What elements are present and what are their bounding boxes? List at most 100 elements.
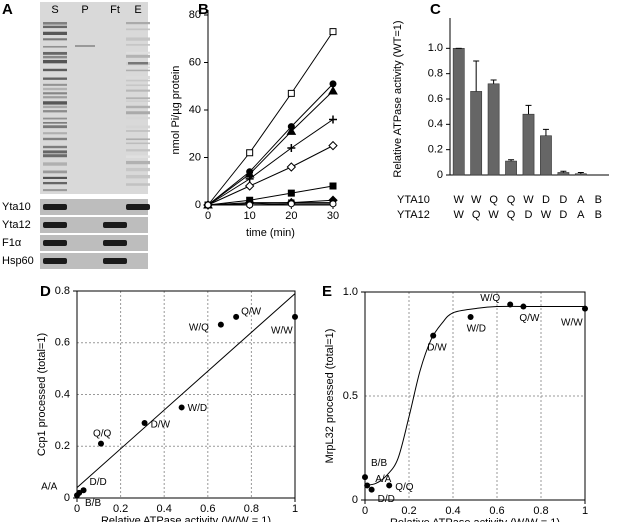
data-point <box>467 313 474 320</box>
point-label: W/W <box>271 326 293 337</box>
category-row-name: YTA12 <box>397 209 430 221</box>
blot-strip <box>40 217 148 233</box>
category-label: D <box>542 194 550 206</box>
x-tick-label: 1 <box>582 505 588 517</box>
marker <box>246 201 254 209</box>
gel-band <box>126 167 150 172</box>
y-tick-label: 0.2 <box>55 440 70 452</box>
blot-band <box>103 240 127 246</box>
data-point <box>507 301 514 308</box>
gel-band <box>43 170 67 174</box>
gel-band <box>126 66 150 69</box>
lane-label: Ft <box>110 4 120 16</box>
point-label: W/Q <box>480 293 500 304</box>
gel-band <box>128 62 148 65</box>
gel-band <box>43 162 67 166</box>
point-label: Q/Q <box>93 428 112 439</box>
data-point <box>233 313 240 320</box>
gel-band <box>126 111 150 115</box>
marker <box>329 115 337 124</box>
bar <box>487 83 500 176</box>
point-label: Q/Q <box>395 482 414 493</box>
fit-line <box>76 293 296 489</box>
gel-band <box>126 105 150 109</box>
panel-letter: B <box>198 1 209 18</box>
point-label: Q/W <box>241 307 262 318</box>
point-label: D/D <box>90 477 107 488</box>
marker <box>287 189 295 197</box>
series-line <box>207 185 334 206</box>
point-label: D/W <box>151 420 171 431</box>
gel-band <box>43 181 67 185</box>
category-label: W <box>471 194 482 206</box>
blot-band <box>103 258 127 264</box>
category-label: D <box>525 209 533 221</box>
gel-band <box>43 31 67 35</box>
category-row-name: YTA10 <box>397 194 430 206</box>
x-axis-label: Relative ATPase activity (W/W = 1) <box>101 515 271 522</box>
blot-strip <box>40 199 148 215</box>
y-tick-label: 0.4 <box>55 388 70 400</box>
marker <box>286 162 297 172</box>
y-tick-label: 1.0 <box>343 286 358 298</box>
point-label: D/D <box>378 494 395 505</box>
y-axis-label: nmol Pi/µg protein <box>170 66 182 155</box>
marker <box>329 28 337 36</box>
y-axis-label: Ccp1 processed (total=1) <box>36 333 48 456</box>
data-point <box>386 482 393 489</box>
panel-letter: E <box>322 283 332 300</box>
x-tick-label: 20 <box>285 210 297 222</box>
series-line <box>208 203 333 206</box>
plot-frame <box>76 290 296 499</box>
marker <box>329 182 337 190</box>
gel-band <box>126 183 150 186</box>
gel-band <box>43 132 67 135</box>
gel-band <box>126 138 150 141</box>
blot-band <box>43 222 67 228</box>
y-tick-label: 1.0 <box>428 42 443 54</box>
fit-line <box>364 305 585 486</box>
x-tick-label: 0.6 <box>200 503 215 515</box>
panel-letter: D <box>40 283 51 300</box>
gel-band <box>126 22 150 25</box>
marker <box>286 126 297 135</box>
marker <box>287 144 296 152</box>
category-label: Q <box>472 209 481 221</box>
panel-letter: C <box>430 1 441 18</box>
x-tick-label: 0.2 <box>113 503 128 515</box>
category-label: W <box>454 209 465 221</box>
error-bar <box>473 60 480 92</box>
marker <box>287 200 295 208</box>
gel-band <box>43 150 67 154</box>
point-label: W/D <box>188 403 207 414</box>
x-axis-label: time (min) <box>246 227 295 239</box>
y-tick-label: 0.5 <box>343 390 358 402</box>
data-point <box>430 332 437 339</box>
error-bar <box>542 128 549 136</box>
blot-strip <box>40 235 148 251</box>
blot-band <box>103 222 127 228</box>
y-tick-label: 0.2 <box>428 144 443 156</box>
error-bar <box>490 79 497 84</box>
gel-band <box>126 79 150 82</box>
category-label: W <box>488 209 499 221</box>
bar <box>505 160 517 176</box>
gel-band <box>126 37 150 41</box>
category-label: B <box>595 209 602 221</box>
x-tick-label: 0 <box>362 505 368 517</box>
gel-band <box>43 87 67 91</box>
point-label: W/Q <box>189 322 209 333</box>
gel-band <box>126 100 150 103</box>
data-point <box>141 419 148 426</box>
x-tick-label: 30 <box>327 210 339 222</box>
y-tick-label: 0 <box>437 169 443 181</box>
series-line <box>207 83 334 206</box>
data-point <box>292 313 298 320</box>
gel-band <box>126 149 150 152</box>
panel-letter: A <box>2 1 13 18</box>
gel-band <box>43 117 67 120</box>
y-tick-label: 80 <box>189 9 201 21</box>
marker <box>246 149 254 157</box>
y-tick-label: 0.8 <box>55 285 70 297</box>
